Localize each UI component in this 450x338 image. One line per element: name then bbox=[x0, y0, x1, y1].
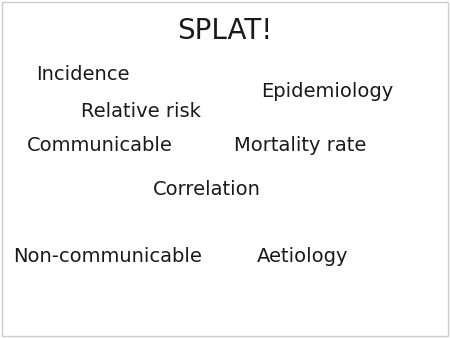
Text: Incidence: Incidence bbox=[36, 65, 130, 84]
Text: Correlation: Correlation bbox=[153, 180, 261, 199]
Text: Non-communicable: Non-communicable bbox=[14, 247, 203, 266]
Text: SPLAT!: SPLAT! bbox=[177, 17, 273, 45]
Text: Aetiology: Aetiology bbox=[256, 247, 348, 266]
Text: Relative risk: Relative risk bbox=[81, 102, 201, 121]
Text: Communicable: Communicable bbox=[27, 136, 173, 155]
Text: Mortality rate: Mortality rate bbox=[234, 136, 366, 155]
Text: Epidemiology: Epidemiology bbox=[261, 82, 393, 101]
